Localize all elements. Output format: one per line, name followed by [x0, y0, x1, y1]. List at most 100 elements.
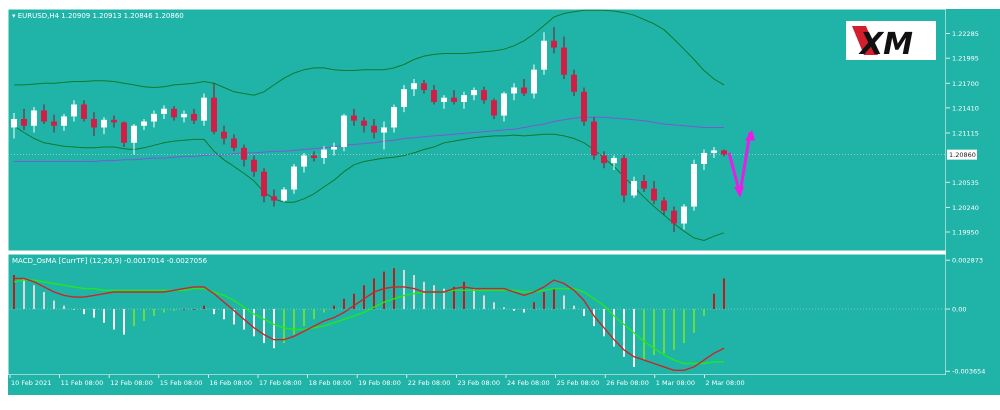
candle-bear — [551, 40, 557, 48]
histogram-bar — [203, 305, 205, 310]
logo-text: XM — [858, 27, 913, 62]
symbol-header: ▾ EURUSD,H4 1.20909 1.20913 1.20846 1.20… — [12, 12, 184, 20]
histogram-bar — [623, 309, 625, 357]
candle-bull — [281, 189, 287, 201]
time-tick-label: 24 Feb 08:00 — [507, 379, 550, 387]
histogram-bar — [403, 269, 405, 310]
candle-bull — [701, 152, 707, 164]
histogram-bar — [343, 298, 345, 310]
histogram-bar — [703, 309, 705, 316]
candle-bear — [561, 47, 567, 75]
histogram-bar — [113, 309, 115, 330]
histogram-bar — [633, 309, 635, 367]
candle-bear — [571, 74, 577, 92]
histogram-bar — [33, 285, 35, 310]
time-tick-label: 17 Feb 08:00 — [259, 379, 302, 387]
candle-bull — [321, 149, 327, 159]
candle-bear — [451, 97, 457, 102]
histogram-bar — [603, 309, 605, 337]
candle-bear — [591, 121, 597, 156]
histogram-bar — [543, 292, 545, 310]
indicator-pane — [8, 268, 946, 371]
candle-bear — [521, 87, 527, 94]
histogram-bar — [673, 309, 675, 350]
candle-bear — [311, 155, 317, 159]
moving-average-line — [14, 116, 724, 162]
histogram-bar — [563, 295, 565, 310]
histogram-bar — [413, 275, 415, 310]
histogram-bar — [333, 305, 335, 310]
time-tick-label: 11 Feb 08:00 — [61, 379, 104, 387]
candle-bull — [411, 83, 417, 90]
time-tick-label: 23 Feb 08:00 — [457, 379, 500, 387]
histogram-bar — [323, 309, 325, 313]
candle-bear — [111, 119, 117, 123]
histogram-bar — [723, 278, 725, 310]
candle-bear — [721, 150, 727, 155]
candle-bear — [241, 147, 247, 160]
time-tick-label: 1 Mar 08:00 — [656, 379, 695, 387]
histogram-bar — [143, 309, 145, 321]
candle-bear — [581, 91, 587, 122]
histogram-bar — [63, 305, 65, 310]
histogram-bar — [373, 278, 375, 310]
time-tick-label: 18 Feb 08:00 — [309, 379, 352, 387]
histogram-bar — [163, 309, 165, 313]
time-tick-label: 25 Feb 08:00 — [557, 379, 600, 387]
candle-bull — [441, 97, 447, 102]
candle-bear — [641, 181, 647, 189]
candle-bull — [61, 116, 67, 126]
candle-bull — [301, 155, 307, 167]
candle-bull — [381, 127, 387, 133]
histogram-bar — [83, 309, 85, 315]
histogram-bar — [353, 293, 355, 310]
time-tick-label: 22 Feb 08:00 — [408, 379, 451, 387]
candle-bull — [401, 89, 407, 108]
price-tick-label: 1.21410 — [952, 104, 979, 112]
indicator-tick-label: 0.002873 — [952, 257, 983, 265]
histogram-bar — [233, 309, 235, 325]
time-tick-label: 12 Feb 08:00 — [110, 379, 153, 387]
histogram-bar — [433, 285, 435, 310]
histogram-bar — [523, 309, 525, 313]
histogram-bar — [53, 300, 55, 310]
candle-bull — [391, 107, 397, 128]
histogram-bar — [13, 275, 15, 310]
histogram-bar — [263, 309, 265, 344]
candle-bull — [681, 206, 687, 224]
histogram-bar — [303, 309, 305, 327]
indicator-tick-label: 0.00 — [952, 306, 966, 314]
candle-bear — [261, 171, 267, 197]
main-pane-background — [7, 8, 947, 252]
histogram-bar — [393, 268, 395, 310]
candle-bull — [461, 95, 467, 102]
histogram-bar — [573, 305, 575, 310]
histogram-bar — [73, 309, 75, 310]
histogram-bar — [493, 302, 495, 310]
histogram-bar — [483, 295, 485, 310]
candle-bear — [231, 138, 237, 148]
histogram-bar — [223, 309, 225, 320]
candle-bear — [371, 125, 377, 133]
histogram-bar — [173, 309, 175, 311]
histogram-bar — [153, 309, 155, 316]
time-tick-label: 10 Feb 2021 — [11, 379, 51, 387]
histogram-bar — [423, 281, 425, 310]
histogram-bar — [463, 281, 465, 310]
time-tick-label: 2 Mar 08:00 — [705, 379, 744, 387]
histogram-bar — [683, 309, 685, 344]
axes: 1.22285 1.21995 1.21700 1.21410 1.21115 1.205… — [9, 30, 985, 387]
histogram-bar — [593, 309, 595, 327]
time-tick-label: 19 Feb 08:00 — [358, 379, 401, 387]
histogram-bar — [553, 288, 555, 310]
price-tick-label: 1.21115 — [952, 129, 979, 137]
candle-bull — [141, 121, 147, 126]
histogram-bar — [253, 309, 255, 337]
histogram-bar — [443, 288, 445, 310]
histogram-bar — [273, 309, 275, 349]
last-price-label: 1.20860 — [949, 151, 976, 159]
candle-bear — [91, 118, 97, 128]
histogram-bar — [293, 309, 295, 335]
candle-bear — [421, 83, 427, 91]
